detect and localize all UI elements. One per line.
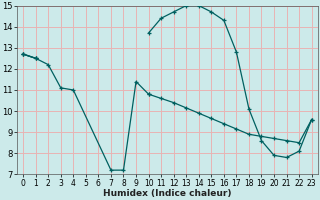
X-axis label: Humidex (Indice chaleur): Humidex (Indice chaleur) — [103, 189, 232, 198]
